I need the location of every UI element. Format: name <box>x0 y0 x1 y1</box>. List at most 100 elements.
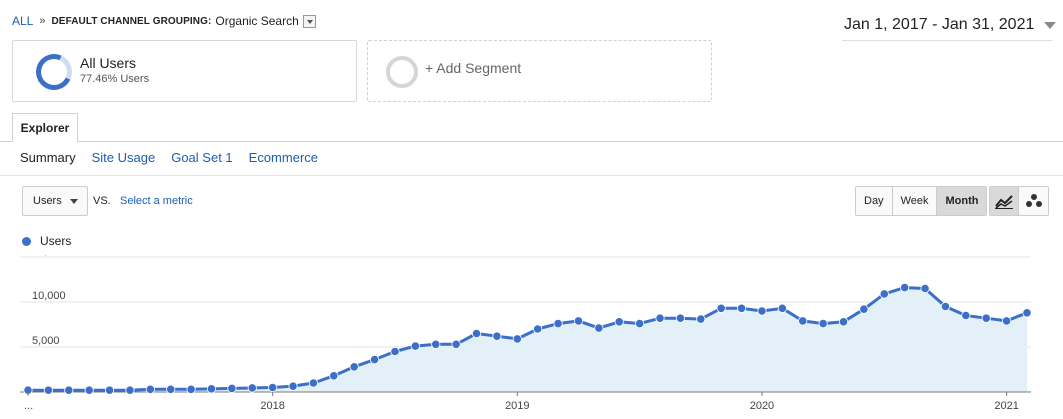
data-point <box>104 385 115 395</box>
data-point <box>716 303 726 313</box>
data-point <box>675 313 686 323</box>
chevron-down-icon[interactable] <box>302 14 316 28</box>
x-tick-label: 2018 <box>260 400 284 412</box>
motion-chart-icon <box>1025 194 1042 207</box>
data-point <box>227 383 237 393</box>
chart-legend: Users <box>22 234 71 248</box>
data-point <box>349 362 359 372</box>
breadcrumb-dimension-label: DEFAULT CHANNEL GROUPING: <box>51 15 212 27</box>
date-range-label: Jan 1, 2017 - Jan 31, 2021 <box>844 16 1035 33</box>
data-point <box>64 385 74 395</box>
data-point <box>390 346 400 357</box>
data-point <box>838 317 849 327</box>
x-tick-label: 2019 <box>505 400 529 412</box>
data-point <box>471 328 482 339</box>
line-chart-icon <box>995 195 1013 209</box>
x-tick-label: 2020 <box>750 400 774 412</box>
segment-title: All Users <box>80 55 137 71</box>
data-point <box>879 289 889 299</box>
data-point <box>981 313 991 323</box>
period-month-button[interactable]: Month <box>937 187 987 215</box>
data-point <box>369 355 380 365</box>
subtab-site-usage[interactable]: Site Usage <box>91 150 156 165</box>
subtab-summary[interactable]: Summary <box>20 150 76 165</box>
data-point <box>329 371 339 381</box>
subtab-goal-set-1[interactable]: Goal Set 1 <box>171 150 233 165</box>
select-metric-link[interactable]: Select a metric <box>120 195 193 207</box>
data-point <box>512 334 522 344</box>
x-tick-label: 2021 <box>994 400 1018 412</box>
line-chart-view-button[interactable] <box>990 187 1019 215</box>
data-point <box>166 384 176 394</box>
data-point <box>268 382 278 393</box>
data-point <box>206 384 217 394</box>
metric-dropdown-value: Users <box>33 195 62 207</box>
data-point <box>920 283 930 294</box>
add-segment-label: + Add Segment <box>425 60 522 76</box>
y-tick-label: 10,000 <box>32 290 66 302</box>
segment-donut-icon <box>30 48 78 96</box>
y-tick-label: 5,000 <box>32 335 60 347</box>
subtab-divider <box>0 175 1063 176</box>
data-point <box>186 384 196 394</box>
series-area-fill <box>28 287 1027 392</box>
vs-label: VS. <box>93 195 111 207</box>
breadcrumb: ALL » DEFAULT CHANNEL GROUPING: Organic … <box>12 14 316 28</box>
data-point <box>798 316 808 326</box>
period-week-button[interactable]: Week <box>892 187 938 215</box>
chart-view-toggle <box>989 186 1049 216</box>
data-point <box>696 314 706 324</box>
data-point <box>736 303 747 313</box>
data-point <box>594 323 604 333</box>
data-point <box>145 384 155 394</box>
breadcrumb-separator: » <box>39 15 46 27</box>
legend-label: Users <box>40 234 72 248</box>
caret-down-icon <box>70 199 78 204</box>
data-point <box>777 303 787 313</box>
period-toggle: Day Week Month <box>855 186 988 216</box>
data-point <box>533 324 543 334</box>
data-point <box>635 319 645 329</box>
data-point <box>1002 316 1012 326</box>
tab-explorer[interactable]: Explorer <box>12 113 78 142</box>
users-line-chart: 15,000 10,000 5,000... 2018 2019 2020 2021 <box>20 255 1032 412</box>
breadcrumb-all-link[interactable]: ALL <box>12 14 34 28</box>
data-point <box>859 304 869 314</box>
data-point <box>961 310 971 321</box>
segment-percentage: 77.46% Users <box>80 73 150 85</box>
data-point <box>308 378 319 388</box>
subtab-ecommerce[interactable]: Ecommerce <box>248 150 319 165</box>
data-point <box>125 385 135 395</box>
data-point <box>410 341 420 351</box>
empty-segment-ring-icon <box>386 56 418 88</box>
breadcrumb-dimension-value: Organic Search <box>215 14 299 28</box>
data-point <box>614 317 624 327</box>
period-day-button[interactable]: Day <box>856 187 893 215</box>
caret-down-icon <box>1044 21 1057 29</box>
x-tick-label: ... <box>24 400 33 412</box>
y-tick-label: 15,000 <box>32 255 66 257</box>
motion-chart-view-button[interactable] <box>1019 187 1048 215</box>
data-point <box>818 319 828 329</box>
data-point <box>43 385 53 395</box>
data-point <box>940 301 951 312</box>
add-segment-button[interactable]: + Add Segment <box>367 40 712 102</box>
data-point <box>573 316 584 326</box>
data-point <box>900 282 910 293</box>
segment-all-users[interactable]: All Users 77.46% Users <box>12 40 357 102</box>
report-header: ALL » DEFAULT CHANNEL GROUPING: Organic … <box>0 0 1063 41</box>
data-point <box>247 383 257 393</box>
data-point <box>84 385 94 395</box>
data-point <box>431 339 441 349</box>
date-range-underline <box>842 40 1052 41</box>
data-point <box>1022 308 1032 318</box>
metric-dropdown[interactable]: Users <box>22 186 88 216</box>
data-point <box>655 313 665 323</box>
data-point <box>451 339 461 349</box>
legend-dot-icon <box>22 236 31 246</box>
explorer-subtabs: Summary Site Usage Goal Set 1 Ecommerce <box>20 150 334 165</box>
tab-divider <box>0 141 1063 142</box>
data-point <box>288 381 298 391</box>
date-range-picker[interactable]: Jan 1, 2017 - Jan 31, 2021 <box>844 16 1057 34</box>
data-point <box>492 331 502 341</box>
